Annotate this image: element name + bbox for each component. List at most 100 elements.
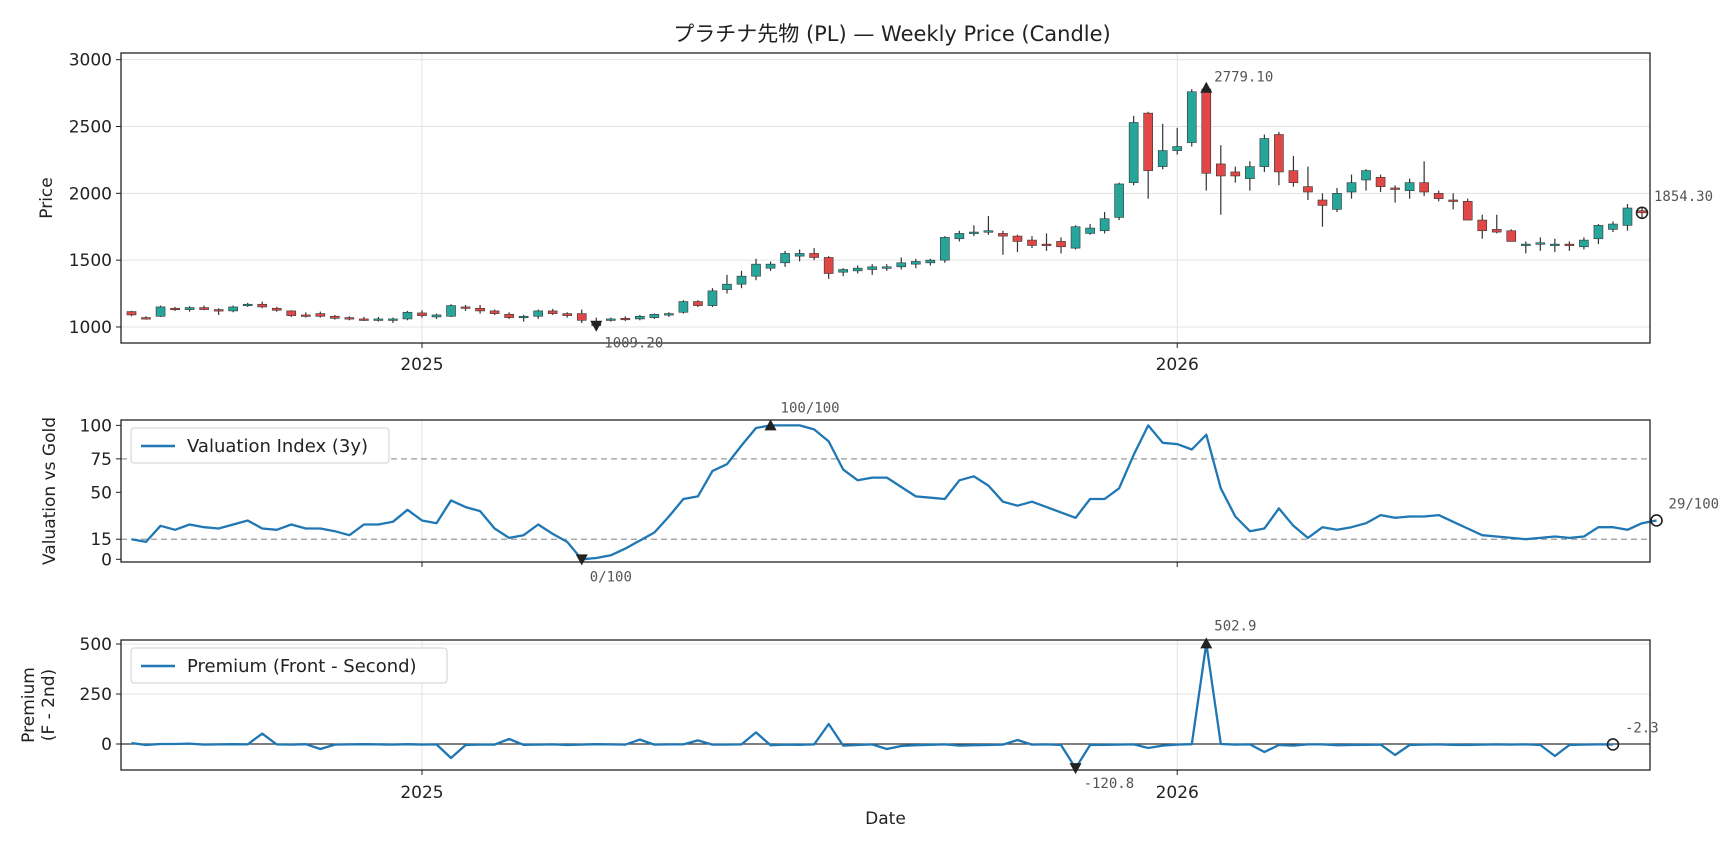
- candle-body: [155, 306, 166, 317]
- candle-body: [1448, 199, 1458, 202]
- candle-body: [1157, 150, 1168, 167]
- candle-body: [504, 313, 514, 318]
- price-ytick-label: 1500: [69, 251, 112, 271]
- candle-body: [1099, 218, 1110, 232]
- price-xtick-label: 2026: [1156, 355, 1199, 375]
- candle-body: [998, 233, 1008, 237]
- prem-max-marker: [1200, 637, 1213, 649]
- candle-body: [300, 314, 311, 317]
- candle-body: [460, 306, 471, 309]
- val-last-marker: [1650, 514, 1663, 527]
- candle-body: [1186, 91, 1197, 143]
- val-ytick-label: 50: [90, 483, 112, 503]
- candle-body: [925, 259, 936, 264]
- candle-body: [199, 307, 209, 310]
- price-last-marker: [1635, 206, 1649, 220]
- candle-body: [1462, 201, 1473, 221]
- candle-body: [330, 315, 340, 319]
- candle-body: [1259, 138, 1270, 167]
- price-last-label: 1854.30: [1654, 189, 1713, 205]
- val-ytick-label: 15: [90, 530, 112, 550]
- candle-body: [286, 310, 297, 316]
- candle-body: [1216, 163, 1226, 177]
- candle-body: [562, 313, 573, 316]
- candle-body: [228, 306, 238, 312]
- prem-ytick-label: 250: [80, 685, 112, 705]
- val-max-marker: [764, 419, 777, 431]
- prem-min-label: -120.8: [1084, 776, 1135, 792]
- price-xtick-label: 2025: [400, 355, 443, 375]
- candle-body: [126, 311, 137, 316]
- candle-body: [780, 253, 790, 264]
- price-min-label: 1009.20: [604, 336, 663, 352]
- candle-body: [693, 301, 703, 306]
- candle-body: [576, 313, 587, 321]
- candle-body: [1419, 182, 1429, 193]
- candle-body: [1303, 186, 1313, 193]
- candle-body: [707, 290, 718, 306]
- candle-body: [1027, 239, 1037, 246]
- price-max-label: 2779.10: [1214, 70, 1273, 86]
- candle-body: [402, 311, 413, 320]
- candle-body: [271, 307, 282, 311]
- candle-body: [417, 312, 427, 316]
- candle-body: [315, 313, 326, 317]
- candle-body: [1245, 166, 1255, 179]
- price-ytick-label: 2000: [69, 184, 112, 204]
- price-max-marker: [1200, 81, 1213, 93]
- price-ytick-label: 3000: [69, 51, 112, 71]
- candle-body: [359, 318, 369, 321]
- candle-body: [635, 315, 645, 320]
- price-panel: 1000 1500 2000 2500 3000 2025 2026 Price 2779.10…: [37, 51, 1713, 375]
- candle-body: [1390, 187, 1400, 190]
- val-legend: [130, 427, 390, 464]
- val-legend-label: Valuation Index (3y): [187, 436, 368, 457]
- candle-body: [1012, 235, 1023, 242]
- prem-ytick-label: 0: [101, 735, 112, 755]
- valuation-line: [131, 424, 1657, 561]
- candle-body: [736, 275, 747, 285]
- candle-body: [1230, 171, 1241, 177]
- prem-ylabel: Premium(F - 2nd): [19, 667, 59, 743]
- candle-body: [1346, 182, 1357, 193]
- candle-body: [1535, 242, 1546, 245]
- valuation-panel: 015 50 75 100 Valuation vs Gold Valuation Ind…: [40, 400, 1719, 585]
- candle-body: [1172, 146, 1183, 151]
- val-last-label: 29/100: [1669, 496, 1720, 512]
- candle-body: [1622, 207, 1633, 226]
- prem-frame: [120, 639, 1651, 771]
- candle-body: [678, 301, 689, 313]
- candle-body: [649, 313, 660, 318]
- candle-body: [620, 317, 631, 321]
- candle-body: [664, 313, 674, 316]
- candle-body: [940, 237, 950, 261]
- val-min-marker: [575, 554, 588, 566]
- candle-body: [1070, 226, 1081, 249]
- prem-min-marker: [1069, 763, 1082, 775]
- prem-legend-label: Premium (Front - Second): [187, 656, 417, 677]
- candle-body: [184, 307, 195, 310]
- chart-title: プラチナ先物 (PL) — Weekly Price (Candle): [673, 22, 1110, 46]
- candle-body: [1637, 210, 1647, 214]
- candle-body: [751, 263, 761, 277]
- price-ylabel: Price: [37, 177, 57, 218]
- premium-line: [131, 642, 1614, 770]
- candle-body: [518, 315, 529, 319]
- candle-body: [170, 307, 180, 311]
- candle-body: [344, 317, 355, 320]
- candle-body: [446, 305, 456, 317]
- candle-body: [1085, 227, 1095, 234]
- candle-body: [1056, 241, 1066, 248]
- val-max-label: 100/100: [781, 400, 840, 416]
- prem-legend: [130, 647, 448, 684]
- candle-body: [1506, 230, 1517, 242]
- price-frame: [120, 52, 1651, 344]
- candle-body: [896, 262, 907, 268]
- candle-body: [1114, 183, 1124, 218]
- candle-body: [213, 309, 224, 312]
- candle-body: [969, 231, 979, 234]
- candle-body: [373, 318, 384, 321]
- candle-body: [605, 318, 616, 321]
- candle-body: [983, 230, 994, 233]
- candle-body: [852, 267, 863, 272]
